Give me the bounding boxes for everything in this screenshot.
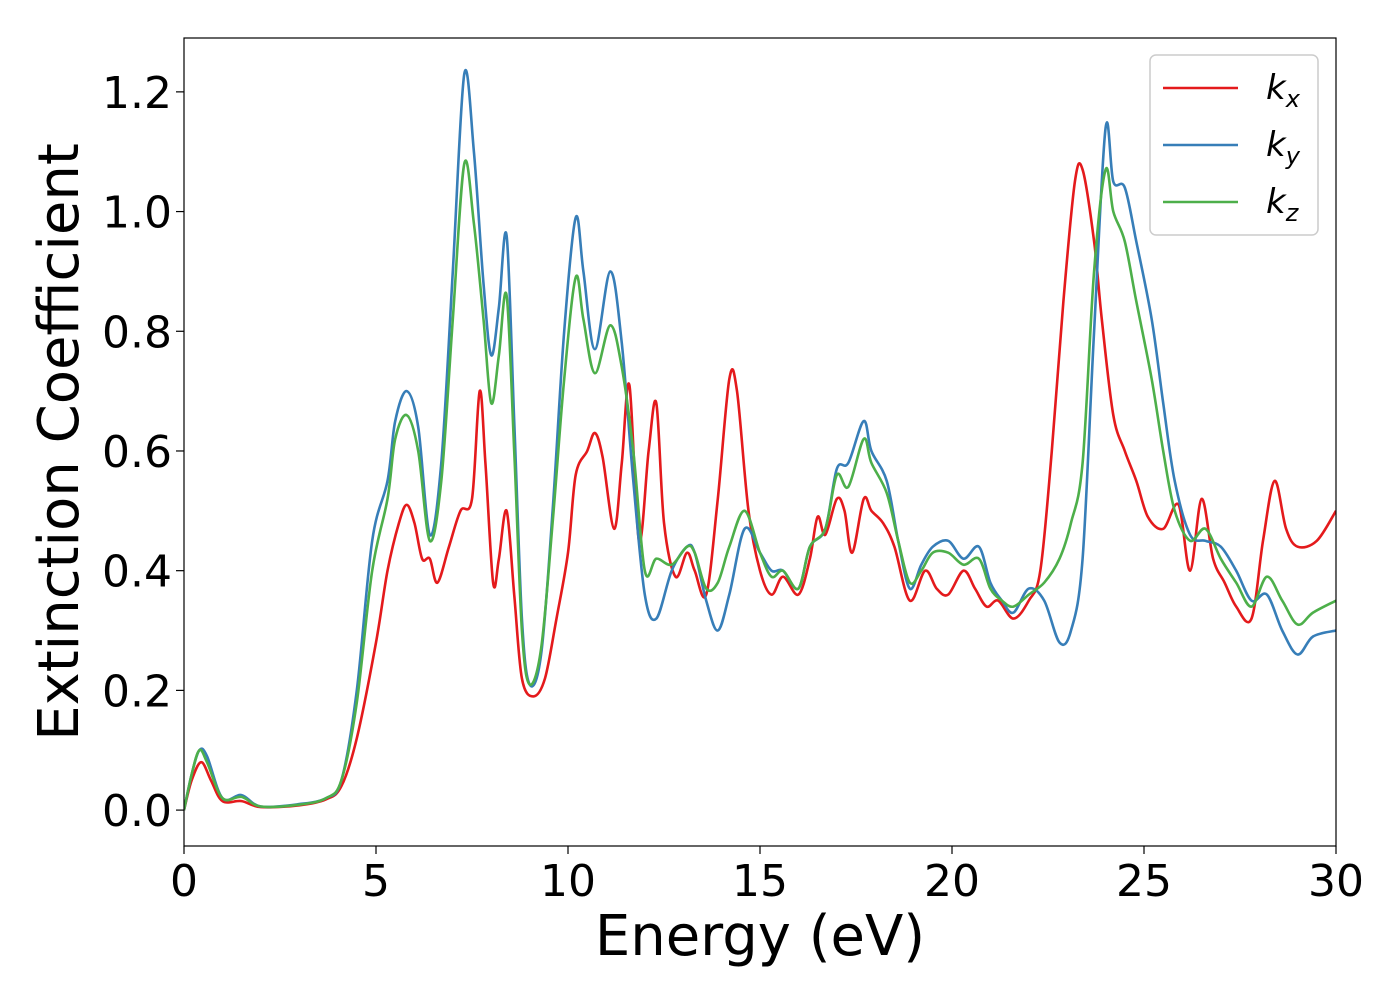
legend-label-main: k	[1266, 125, 1287, 165]
series-line-k-z	[184, 159, 1336, 811]
legend-label-sub: y	[1285, 142, 1301, 170]
legend-label: ky	[1266, 125, 1301, 170]
x-tick-label: 0	[170, 856, 198, 907]
legend-label-sub: z	[1285, 199, 1300, 227]
legend-label: kz	[1266, 182, 1300, 227]
y-tick-label: 0.4	[102, 547, 172, 598]
x-tick-label: 5	[362, 856, 390, 907]
y-tick-label: 0.8	[102, 307, 172, 358]
plot-background	[184, 38, 1336, 846]
x-tick-label: 20	[924, 856, 980, 907]
x-tick-label: 10	[540, 856, 596, 907]
series-line-k-x	[184, 161, 1336, 811]
y-axis-title: Extinction Coefficient	[27, 143, 92, 741]
y-tick-label: 1.0	[102, 188, 172, 239]
y-axis: 0.0 0.2 0.4 0.6 0.8 1.0 1.2	[102, 68, 184, 837]
legend-label-main: k	[1266, 68, 1287, 108]
y-tick-label: 0.6	[102, 427, 172, 478]
y-tick-label: 1.2	[102, 68, 172, 119]
x-axis: 0 5 10 15 20 25 30	[170, 846, 1364, 907]
y-tick-label: 0.2	[102, 666, 172, 717]
legend-label: kx	[1266, 68, 1301, 113]
x-tick-label: 15	[732, 856, 788, 907]
legend-label-main: k	[1266, 182, 1287, 222]
series-layer	[184, 69, 1336, 811]
y-tick-label: 0.0	[102, 786, 172, 837]
legend-label-sub: x	[1285, 85, 1301, 113]
x-tick-label: 30	[1308, 856, 1364, 907]
x-axis-title: Energy (eV)	[595, 904, 925, 969]
x-tick-label: 25	[1116, 856, 1172, 907]
